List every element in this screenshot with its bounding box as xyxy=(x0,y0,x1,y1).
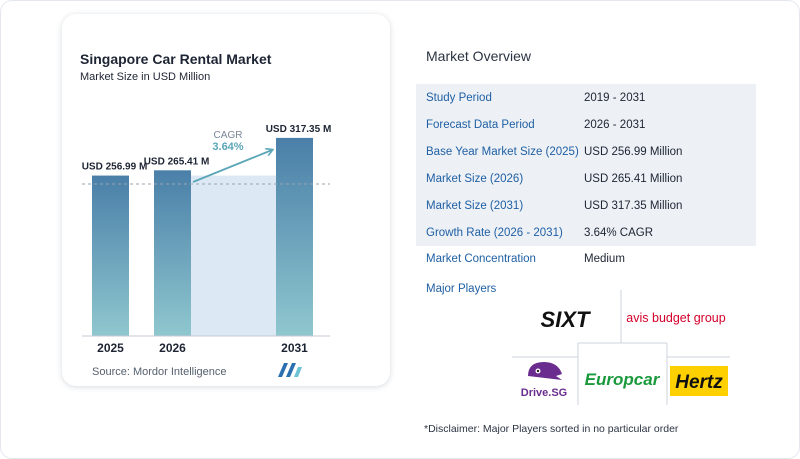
overview-label: Market Concentration xyxy=(426,252,536,265)
overview-row: Growth Rate (2026 - 2031) 3.64% CAGR xyxy=(416,219,756,246)
x-tick-label: 2031 xyxy=(281,341,308,355)
overview-value: 2019 - 2031 xyxy=(584,91,646,104)
overview-label: Market Size (2026) xyxy=(426,172,524,185)
chart-title: Singapore Car Rental Market xyxy=(80,51,272,67)
overview-label: Forecast Data Period xyxy=(426,118,535,131)
overview-value: Medium xyxy=(584,252,625,265)
overview-value: 3.64% CAGR xyxy=(584,226,654,239)
overview-row: Market Size (2026) USD 265.41 Million xyxy=(416,165,756,192)
x-tick-label: 2026 xyxy=(159,341,186,355)
bar-2026 xyxy=(154,170,191,336)
overview-row: Base Year Market Size (2025) USD 256.99 … xyxy=(416,138,756,165)
overview-row: Market Concentration Medium xyxy=(416,245,756,272)
overview-label: Base Year Market Size (2025) xyxy=(426,145,579,158)
cagr-arrow xyxy=(192,150,272,183)
overview-row: Market Size (2031) USD 317.35 Million xyxy=(416,192,756,219)
overview-label: Study Period xyxy=(426,91,492,104)
cagr-label: CAGR xyxy=(214,130,243,141)
bar-value-label: USD 265.41 M xyxy=(144,156,210,167)
overview-label: Growth Rate (2026 - 2031) xyxy=(426,226,563,239)
chart-subtitle: Market Size in USD Million xyxy=(80,71,211,83)
overview-row: Study Period 2019 - 2031 xyxy=(416,84,756,111)
cagr-value: 3.64% xyxy=(212,141,243,153)
bar-2025 xyxy=(92,175,129,336)
forecast-band xyxy=(191,175,276,336)
overview-value: USD 317.35 Million xyxy=(584,199,683,212)
bar-chart: CAGR 3.64% USD 256.99 M 2025 USD 265.41 M 2… xyxy=(82,124,332,355)
overview-row: Forecast Data Period 2026 - 2031 xyxy=(416,111,756,138)
mordor-logo-icon xyxy=(278,363,302,377)
overview-value: USD 265.41 Million xyxy=(584,172,683,185)
overview-label: Market Size (2031) xyxy=(426,199,524,212)
overview-value: 2026 - 2031 xyxy=(584,118,646,131)
bar-value-label: USD 317.35 M xyxy=(266,124,332,135)
bar-2031 xyxy=(276,137,313,336)
major-players-title: Major Players xyxy=(426,283,497,295)
disclaimer-text: *Disclaimer: Major Players sorted in no … xyxy=(424,423,679,435)
x-tick-label: 2025 xyxy=(97,341,124,355)
overview-value: USD 256.99 Million xyxy=(584,145,683,158)
source-text: Source: Mordor Intelligence xyxy=(92,366,227,378)
overview-title: Market Overview xyxy=(426,48,532,64)
bar-value-label: USD 256.99 M xyxy=(82,162,148,173)
